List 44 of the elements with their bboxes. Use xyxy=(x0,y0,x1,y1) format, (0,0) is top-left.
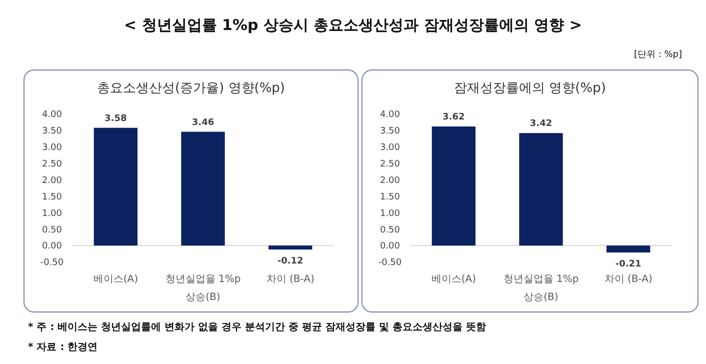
y-tick-label: -0.50 xyxy=(378,258,402,268)
text: * 주 : 베이스는 청년실업률에 변화가 없을 경우 분석기간 중 평균 잠재성장률 및 총요소생산성을 뜻함 xyxy=(28,322,486,333)
x-tick-label: 청년실업율 1%p 상승(B) xyxy=(165,274,241,303)
y-tick-label: 3.00 xyxy=(42,143,62,154)
text: * 자료 : 한경연 xyxy=(28,342,98,353)
y-tick-label: 1.50 xyxy=(380,192,400,202)
x-tick-label: 청년실업율 1%p 상승(B) xyxy=(503,274,579,303)
y-tick-label: 3.00 xyxy=(380,143,400,154)
y-tick-label: 0.00 xyxy=(380,242,400,252)
y-tick-label: 0.50 xyxy=(380,225,400,236)
y-tick-label: 0.50 xyxy=(42,225,62,236)
data-label: 3.62 xyxy=(442,112,465,122)
bar xyxy=(432,126,476,246)
y-tick-label: -0.50 xyxy=(40,258,64,268)
x-tick-label: 차이 (B-A) xyxy=(266,274,314,285)
y-tick-label: 3.50 xyxy=(380,126,400,137)
y-tick-label: 3.50 xyxy=(42,126,62,137)
y-tick-label: 2.50 xyxy=(42,159,62,170)
text: [단위 : %p] xyxy=(634,50,682,60)
y-tick-label: 2.00 xyxy=(42,176,62,186)
bar xyxy=(268,246,312,250)
y-tick-label: 0.00 xyxy=(42,242,62,252)
bar xyxy=(519,133,563,246)
data-label: -0.12 xyxy=(277,256,304,266)
x-tick-label: 베이스(A) xyxy=(93,274,138,285)
bar xyxy=(94,128,138,246)
y-tick-label: 1.00 xyxy=(42,208,62,219)
data-label: -0.21 xyxy=(615,259,642,270)
chart-title: 잠재성장률에의 영향(%p) xyxy=(454,81,606,96)
data-label: 3.46 xyxy=(192,118,214,128)
data-label: 3.42 xyxy=(530,119,552,130)
data-label: 3.58 xyxy=(104,114,127,124)
y-tick-label: 1.00 xyxy=(380,208,400,219)
x-tick-label: 베이스(A) xyxy=(431,274,476,285)
y-tick-label: 1.50 xyxy=(42,192,62,202)
bar xyxy=(606,246,650,252)
y-tick-label: 4.00 xyxy=(42,110,62,120)
y-tick-label: 4.00 xyxy=(380,110,400,120)
text: < 청년실업률 1%p 상승시 총요소생산성과 잠재성장률에의 영향 > xyxy=(124,16,582,34)
x-tick-label: 차이 (B-A) xyxy=(604,274,652,285)
y-tick-label: 2.00 xyxy=(380,176,400,186)
y-tick-label: 2.50 xyxy=(380,159,400,170)
bar xyxy=(181,132,225,246)
chart-title: 총요소생산성(증가율) 영향(%p) xyxy=(96,81,286,96)
